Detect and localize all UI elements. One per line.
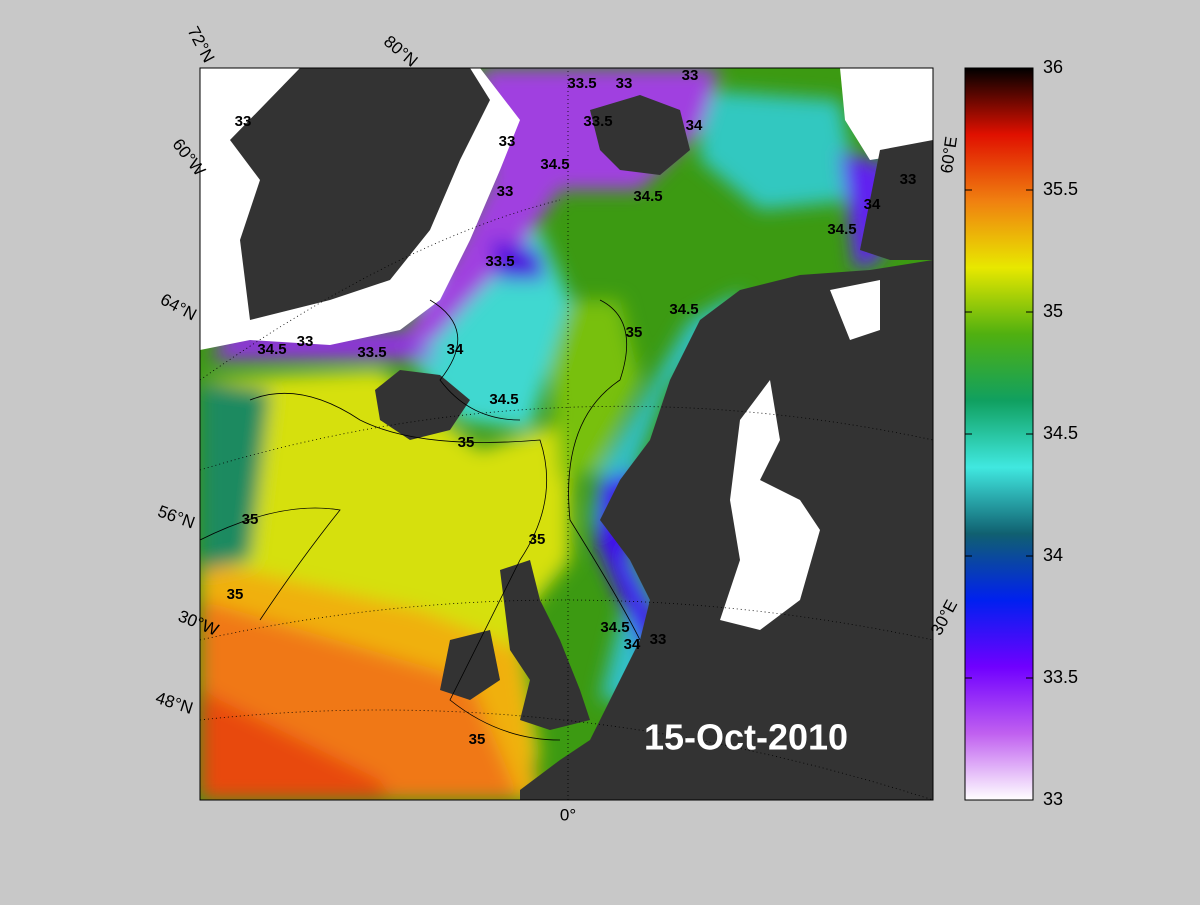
contour-label: 34 [864,196,881,213]
colorbar-tick-label: 33.5 [1043,667,1078,687]
graticule-label: 56°N [155,502,197,533]
contour-label: 34.5 [669,301,698,318]
colorbar-tick-label: 36 [1043,57,1063,77]
graticule-label: 72°N [184,23,219,65]
ice [720,280,880,630]
contour-label: 34 [624,636,641,653]
contour-label: 33.5 [583,113,612,130]
contour-label: 33 [900,171,917,188]
contour-label: 33 [616,75,633,92]
contours [200,299,641,741]
graticule-label: 0° [560,805,576,824]
colorbar-tick-label: 35 [1043,301,1063,321]
date-label: 15-Oct-2010 [644,717,848,758]
contour-label: 34.5 [257,341,286,358]
contour-label: 34.5 [633,188,662,205]
contour-label: 33 [650,631,667,648]
map-frame [199,67,934,801]
contour-label: 35 [529,531,546,548]
contour-label: 33.5 [567,75,596,92]
graticule-label: 80°N [380,32,421,71]
graticule [200,68,933,800]
contour-label: 34.5 [489,391,518,408]
contour-label: 33 [497,183,514,200]
graticule-label: 64°N [157,290,199,325]
contour-label: 35 [458,434,475,451]
graticule-label: 48°N [153,688,195,718]
contour-label: 35 [227,586,244,603]
contour-label: 34 [447,341,464,358]
contour-label: 35 [626,324,643,341]
contour-label: 33 [235,113,252,130]
graticule-label: 60°E [937,135,961,174]
contour-label: 33 [297,333,314,350]
land [230,68,933,800]
colorbar [964,67,1034,801]
contour-label: 34.5 [600,619,629,636]
contour-label: 34.5 [827,221,856,238]
contour-label: 34 [686,117,703,134]
contour-label: 34.5 [540,156,569,173]
colorbar-tick-label: 35.5 [1043,179,1078,199]
contour-label: 33.5 [485,253,514,270]
contour-label: 33.5 [357,344,386,361]
contour-label: 35 [469,731,486,748]
colorbar-tick-label: 34 [1043,545,1063,565]
colorbar-tick-label: 33 [1043,789,1063,809]
contour-label: 35 [242,511,259,528]
contour-label: 33 [682,67,699,84]
contour-label: 33 [499,133,516,150]
map-panel [200,68,933,800]
colorbar-tick-label: 34.5 [1043,423,1078,443]
